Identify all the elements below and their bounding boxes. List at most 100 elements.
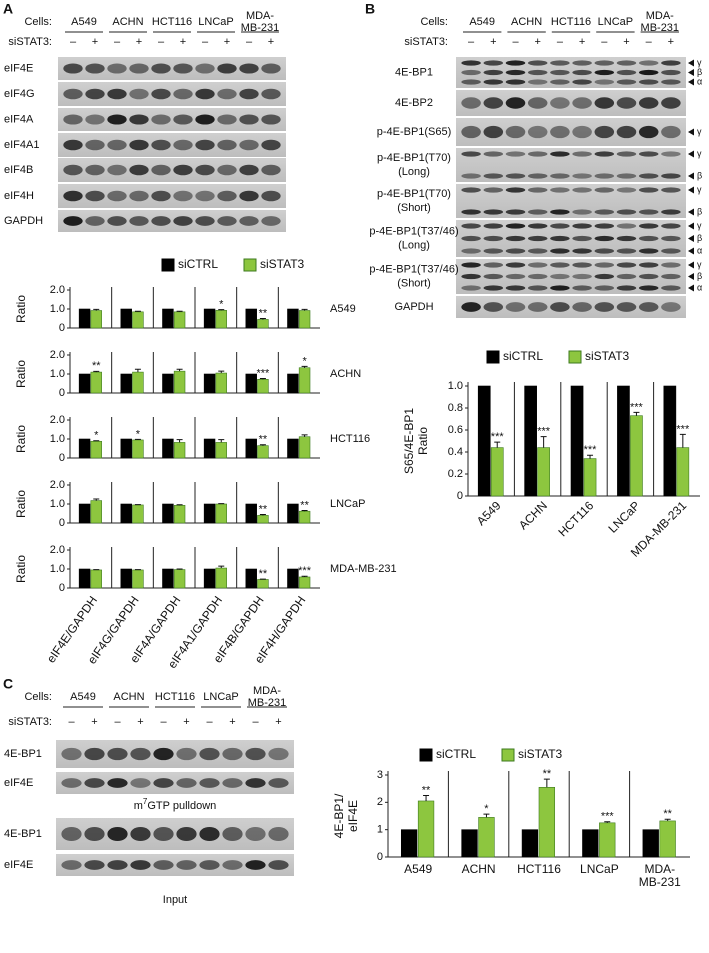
band [638,97,659,109]
band [616,273,637,280]
bar [132,371,144,394]
band [61,778,82,788]
band [261,190,281,202]
error-bar [259,378,266,380]
band [616,79,637,85]
isoform-label: β [697,67,702,77]
band [107,778,128,788]
error-bar [176,439,183,443]
cell-line: MDA- [646,10,674,22]
band [483,187,504,193]
band [245,747,266,761]
cell-line: MB-231 [641,22,680,34]
panel-letter: B [365,1,375,17]
sign: – [557,36,564,48]
bar [257,579,269,589]
sign: – [646,36,653,48]
band [461,97,481,109]
isoform-arrow [688,273,694,280]
band [505,209,526,215]
band [550,273,570,280]
error-bar [301,575,308,577]
band [550,262,570,268]
y-tick-label: 0 [457,490,463,502]
band [572,273,592,280]
band [572,97,592,109]
bar [477,385,491,497]
bar [642,829,659,858]
significance: *** [676,423,690,435]
blot-label: eIF4E [4,62,33,74]
bar [287,568,299,589]
bar [287,373,299,394]
band [638,79,659,85]
band [195,88,215,100]
band [63,190,83,202]
band [483,273,504,280]
bar [245,308,257,329]
caption-part: m [134,800,143,812]
band [222,860,243,870]
band [638,69,659,76]
band [217,216,237,226]
blot-label: eIF4H [4,190,34,202]
band [638,248,659,254]
band [151,164,171,176]
band [550,187,570,193]
y-tick-label: 1.0 [50,368,65,380]
blot-label: (Long) [398,166,430,178]
y-tick-label: 0 [59,452,65,464]
band [572,262,592,268]
band [483,69,504,76]
band [245,826,266,842]
significance: * [484,803,489,815]
bar [120,373,132,394]
caption-part: 7 [143,797,148,806]
band [527,223,548,229]
y-tick-label: 0.8 [448,402,463,414]
blot [58,108,286,131]
sign: – [158,36,165,48]
band [616,235,637,242]
band [616,223,637,229]
isoform-arrow [688,208,694,216]
cells-label: Cells: [24,16,52,28]
y-tick-label: 1.0 [50,433,65,445]
band [594,235,615,242]
sign: + [229,716,235,728]
significance: ** [259,503,268,515]
error-bar [176,504,183,506]
sign: + [136,36,142,48]
significance: * [136,428,141,440]
bar [599,822,616,858]
bar [245,438,257,459]
band [661,187,681,193]
isoform-arrow [688,69,694,76]
band [151,63,171,74]
error-bar [218,565,225,569]
isoform-label: β [697,170,702,180]
band [222,747,243,761]
band [594,187,615,193]
band [483,209,504,215]
bar [173,569,186,589]
cell-line: MB-231 [241,22,280,34]
band [245,860,266,870]
band [268,826,289,842]
band [461,223,481,229]
legend-swatch [161,258,175,272]
band [661,223,681,229]
band [461,79,481,85]
band [107,164,127,176]
band [461,151,481,157]
bar [537,447,550,497]
isoform-label: α [697,245,702,255]
band [61,747,82,761]
error-bar [423,795,430,801]
band [483,248,504,254]
y-tick-label: 2 [377,796,383,808]
cell-line: HCT116 [551,16,591,28]
x-tick-label: LNCaP [580,862,619,876]
band [222,826,243,842]
band [130,747,151,761]
